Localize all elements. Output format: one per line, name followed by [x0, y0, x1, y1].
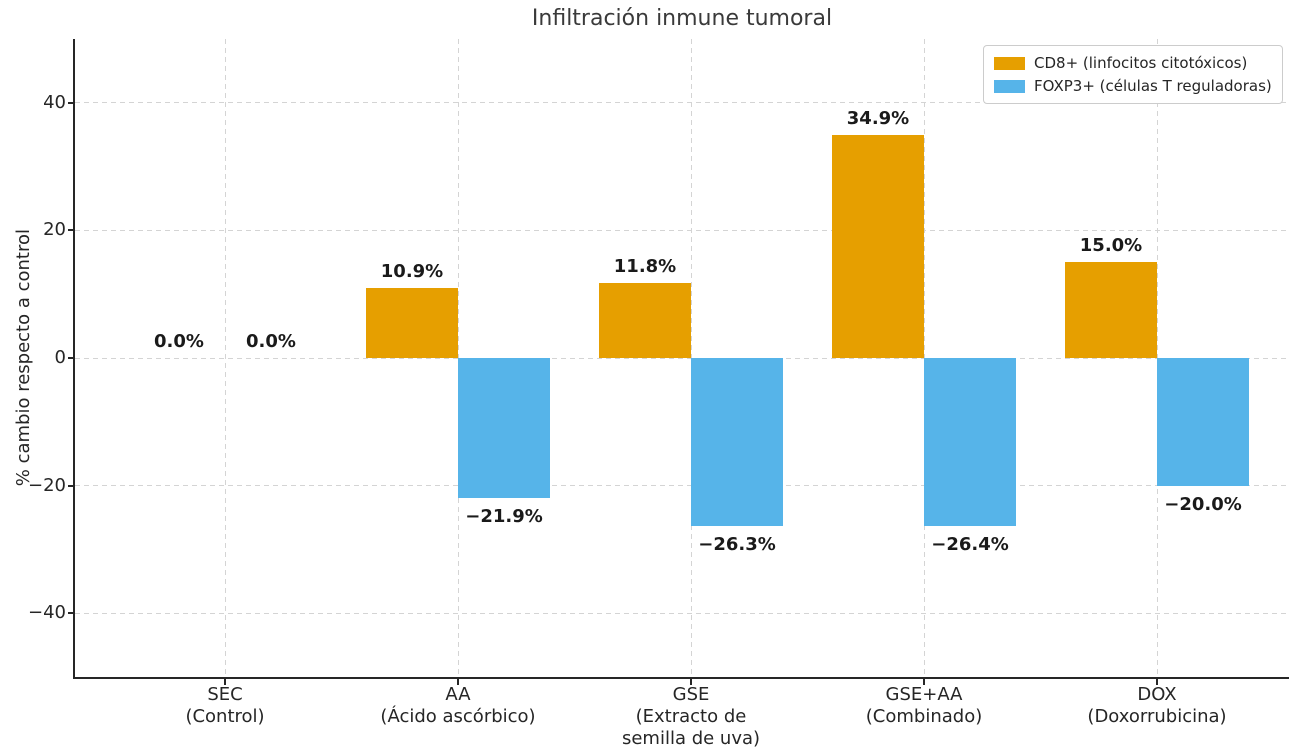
value-label-cd8-sec: 0.0%: [154, 331, 204, 352]
bar-cd8-dox: [1065, 262, 1157, 358]
x-tick-label-line: (Doxorrubicina): [1087, 706, 1227, 727]
bar-foxp3-dox: [1157, 358, 1249, 486]
bottom-spine: [73, 677, 1289, 679]
y-tick-40: [68, 612, 74, 615]
legend-entry-cd8: CD8+ (linfocitos citotóxicos): [994, 53, 1274, 73]
gridline-x-sec: [224, 39, 226, 677]
bar-foxp3-gse: [691, 358, 783, 526]
y-tick-0: [68, 357, 74, 359]
x-tick-label-line: (Ácido ascórbico): [380, 706, 536, 727]
gridline-y-20: [75, 485, 1289, 487]
value-label-foxp3-dox: −20.0%: [1164, 493, 1242, 515]
y-tick-label-40: 40: [43, 91, 66, 113]
value-label-foxp3-gse: −26.3%: [698, 533, 776, 555]
value-label-cd8-dox: 15.0%: [1079, 235, 1143, 257]
x-tick-label-line: DOX: [1137, 684, 1177, 705]
x-tick-label-line: semilla de uva): [621, 728, 761, 749]
bar-cd8-aa: [366, 288, 458, 358]
bar-foxp3-gse-aa: [924, 358, 1016, 527]
gridline-y-40: [75, 612, 1289, 614]
x-tick-label-gse-aa: GSE+AA (Combinado): [808, 684, 1041, 728]
y-tick-label-0: 0: [54, 347, 66, 368]
value-label-foxp3-sec: 0.0%: [246, 331, 296, 352]
x-tick-label-line: (Combinado): [865, 706, 983, 727]
x-tick-label-line: GSE: [672, 684, 710, 705]
x-tick-label-line: AA: [445, 684, 471, 705]
x-tick-label-line: (Extracto de: [635, 706, 747, 727]
gridline-y-40: [75, 102, 1289, 104]
legend-label-foxp3: FOXP3+ (células T reguladoras): [1034, 77, 1272, 95]
value-label-foxp3-aa: −21.9%: [465, 505, 543, 527]
x-tick-label-sec: SEC (Control): [109, 684, 342, 728]
y-tick-label-40: −40: [28, 602, 66, 624]
value-label-cd8-gse: 11.8%: [613, 255, 677, 277]
bar-foxp3-aa: [458, 358, 550, 498]
x-tick-dox: [1156, 679, 1158, 685]
x-tick-label-gse: GSE (Extracto de semilla de uva): [575, 684, 808, 750]
value-label-foxp3-gse-aa: −26.4%: [931, 534, 1009, 556]
x-tick-label-line: (Control): [185, 706, 265, 727]
legend-swatch-cd8: [994, 56, 1025, 70]
value-label-cd8-aa: 10.9%: [380, 261, 444, 283]
legend-label-cd8: CD8+ (linfocitos citotóxicos): [1034, 54, 1248, 72]
y-tick-20: [68, 229, 74, 232]
chart-title: Infiltración inmune tumoral: [531, 6, 833, 31]
x-tick-aa: [457, 679, 459, 685]
x-tick-sec: [224, 679, 226, 685]
x-tick-label-dox: DOX (Doxorrubicina): [1041, 684, 1274, 728]
x-tick-gse-aa: [923, 679, 925, 685]
gridline-y-20: [75, 229, 1289, 231]
y-tick-20: [68, 484, 74, 487]
bar-cd8-gse: [599, 282, 691, 358]
y-tick-label-20: 20: [43, 219, 66, 241]
y-tick-label-20: −20: [28, 474, 66, 496]
plot-area: [75, 39, 1289, 677]
bar-cd8-gse-aa: [832, 135, 924, 358]
x-tick-gse: [690, 679, 692, 685]
legend-swatch-foxp3: [994, 79, 1025, 93]
x-tick-label-line: GSE+AA: [885, 684, 963, 705]
left-spine: [73, 39, 75, 679]
legend-entry-foxp3: FOXP3+ (células T reguladoras): [994, 76, 1274, 96]
value-label-cd8-gse-aa: 34.9%: [846, 108, 910, 130]
y-tick-40: [68, 101, 74, 104]
x-tick-label-aa: AA (Ácido ascórbico): [342, 684, 575, 728]
x-tick-label-line: SEC: [207, 684, 243, 705]
legend: CD8+ (linfocitos citotóxicos) FOXP3+ (cél…: [983, 45, 1283, 104]
gridline-y-0: [75, 357, 1289, 359]
